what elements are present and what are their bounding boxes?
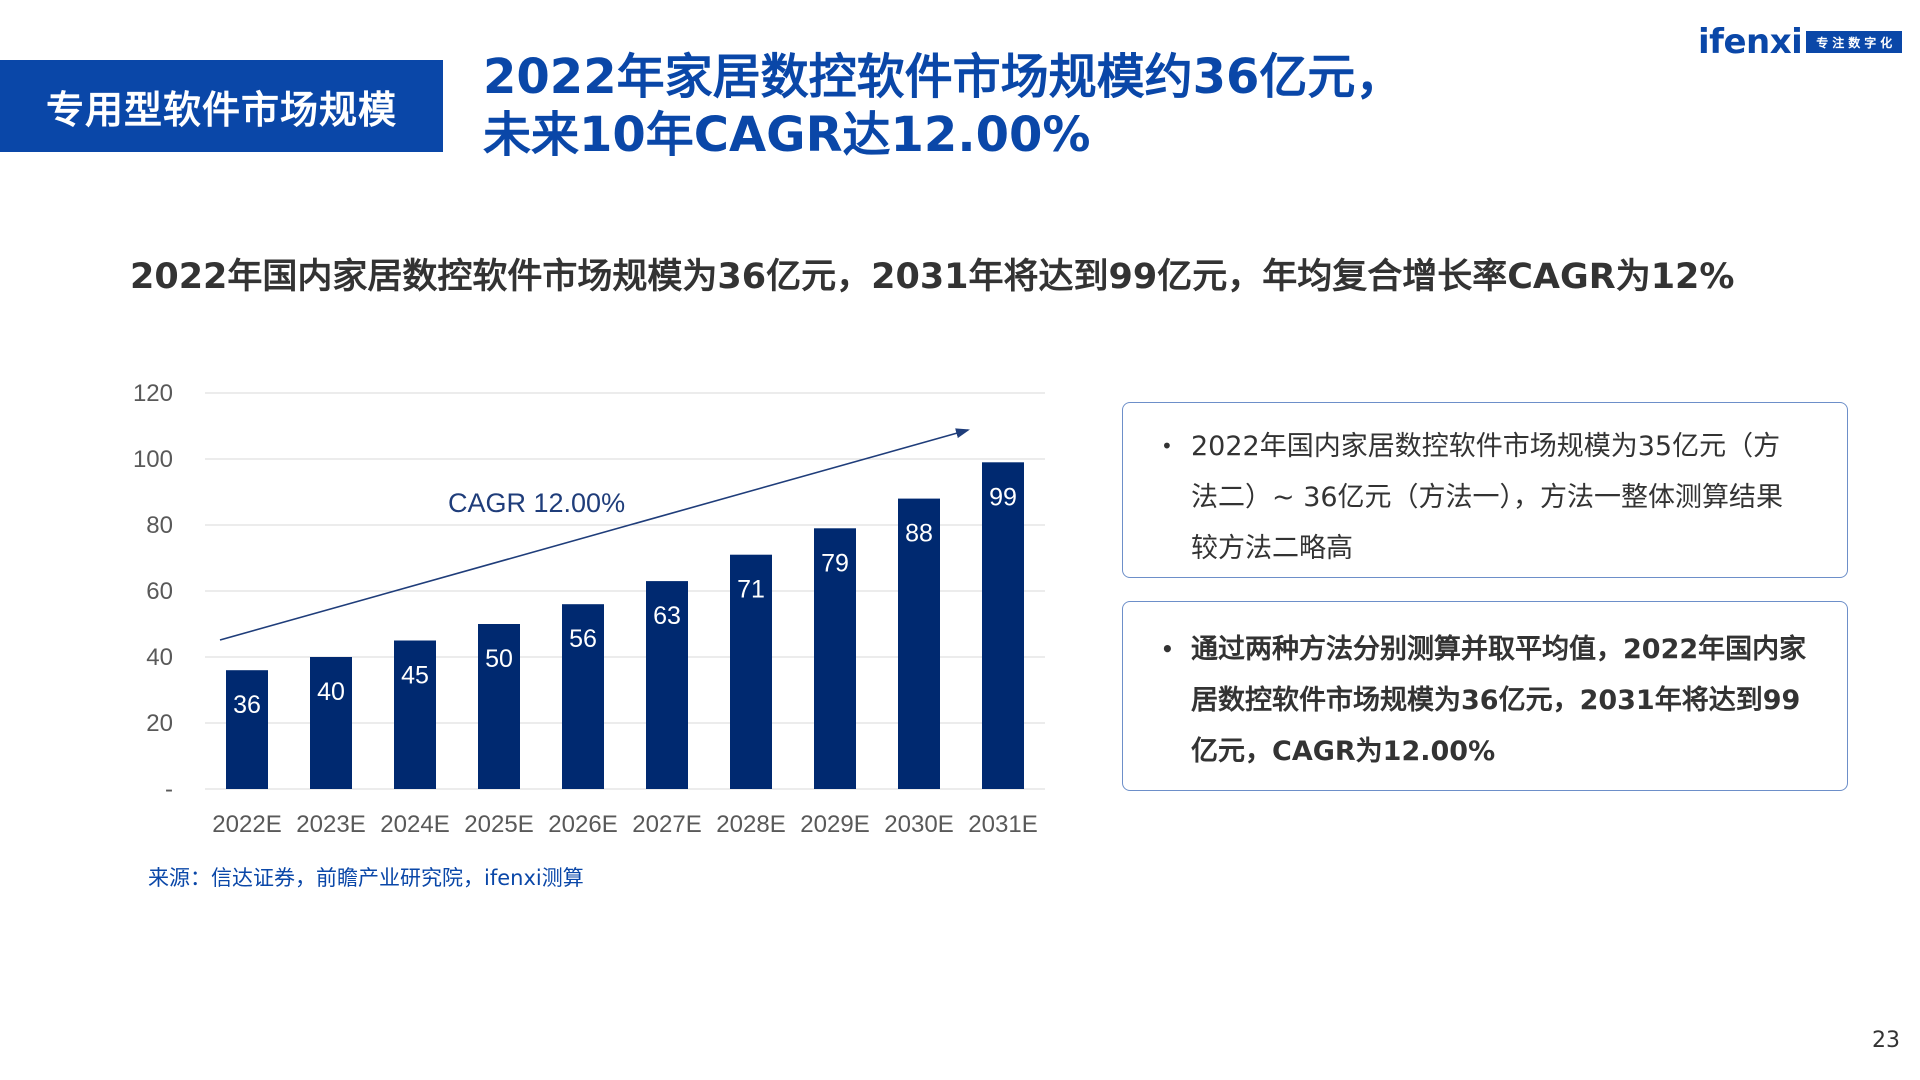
section-label: 专用型软件市场规模 (0, 60, 443, 152)
headline: 2022年家居数控软件市场规模约36亿元， 未来10年CAGR达12.00% (483, 48, 1483, 164)
bar-data-label: 40 (317, 678, 345, 706)
x-tick-label: 2024E (380, 811, 449, 838)
bar (646, 581, 688, 789)
bar (394, 640, 436, 789)
bar (982, 462, 1024, 789)
x-tick-label: 2023E (296, 811, 365, 838)
logo-word: ifenxi (1698, 22, 1803, 62)
x-tick-label: 2030E (884, 811, 953, 838)
chart-subtitle: 2022年国内家居数控软件市场规模为36亿元，2031年将达到99亿元，年均复合… (130, 257, 1735, 297)
bar-data-labels: 36 40 45 50 56 63 71 79 88 99 (233, 483, 1017, 719)
y-tick-label: 60 (146, 578, 173, 605)
x-tick-label: 2022E (212, 811, 281, 838)
bar-data-label: 45 (401, 662, 429, 690)
bullet-icon: • (1161, 637, 1174, 661)
note-box-average-result: • 通过两种方法分别测算并取平均值，2022年国内家居数控软件市场规模为36亿元… (1122, 601, 1848, 791)
note-text: 通过两种方法分别测算并取平均值，2022年国内家居数控软件市场规模为36亿元，2… (1191, 634, 1807, 767)
y-tick-label: 100 (133, 446, 173, 473)
cagr-trend-arrow (219, 428, 970, 641)
x-axis-ticks: 2022E 2023E 2024E 2025E 2026E 2027E 2028E 2029E… (212, 811, 1037, 838)
bars (226, 462, 1024, 789)
bar-chart: - 20 40 60 80 100 120 36 40 45 50 56 63 71 79 88 99 202… (133, 380, 1045, 838)
ifenxi-logo: ifenxi 专注数字化 (1698, 22, 1903, 62)
cagr-annotation: CAGR 12.00% (448, 488, 625, 518)
y-tick-label: 120 (133, 380, 173, 407)
bar-data-label: 36 (233, 691, 261, 719)
x-tick-label: 2025E (464, 811, 533, 838)
y-tick-label: 40 (146, 644, 173, 671)
bar (478, 624, 520, 789)
note-item: • 2022年国内家居数控软件市场规模为35亿元（方法二）~ 36亿元（方法一）… (1161, 421, 1807, 574)
note-item: • 通过两种方法分别测算并取平均值，2022年国内家居数控软件市场规模为36亿元… (1161, 624, 1807, 777)
note-text: 2022年国内家居数控软件市场规模为35亿元（方法二）~ 36亿元（方法一），方… (1191, 431, 1784, 564)
bar-data-label: 71 (737, 576, 765, 604)
section-label-text: 专用型软件市场规模 (45, 87, 397, 132)
bar-data-label: 63 (653, 602, 681, 630)
x-tick-label: 2028E (716, 811, 785, 838)
bar (310, 657, 352, 789)
source-note: 来源：信达证券，前瞻产业研究院，ifenxi测算 (148, 866, 584, 890)
bar (730, 554, 772, 789)
y-axis-ticks: - 20 40 60 80 100 120 (133, 380, 173, 803)
x-tick-label: 2026E (548, 811, 617, 838)
x-tick-label: 2029E (800, 811, 869, 838)
headline-line-2: 未来10年CAGR达12.00% (483, 107, 1091, 163)
bar (814, 528, 856, 789)
y-tick-label: - (165, 776, 173, 803)
y-tick-label: 80 (146, 512, 173, 539)
note-box-method-comparison: • 2022年国内家居数控软件市场规模为35亿元（方法二）~ 36亿元（方法一）… (1122, 402, 1848, 578)
bullet-icon: • (1161, 434, 1173, 458)
x-tick-label: 2031E (968, 811, 1037, 838)
headline-line-1: 2022年家居数控软件市场规模约36亿元， (483, 49, 1404, 105)
bar-data-label: 79 (821, 549, 849, 577)
y-tick-label: 20 (146, 710, 173, 737)
bar-data-label: 99 (989, 483, 1017, 511)
bar (898, 498, 940, 789)
x-tick-label: 2027E (632, 811, 701, 838)
bar-data-label: 50 (485, 645, 513, 673)
bar (562, 604, 604, 789)
bar (226, 670, 268, 789)
bar-data-label: 56 (569, 625, 597, 653)
page-number: 23 (1872, 1028, 1900, 1053)
logo-tagline: 专注数字化 (1806, 31, 1903, 53)
bar-data-label: 88 (905, 520, 933, 548)
